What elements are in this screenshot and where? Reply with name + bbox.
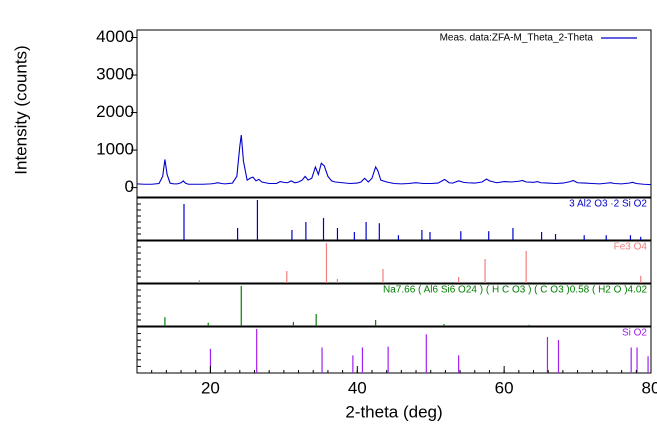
y-axis-label: Intensity (counts) <box>11 45 30 174</box>
panel-frame <box>136 240 652 284</box>
y-tick-label: 3000 <box>96 65 134 84</box>
data-line <box>136 135 652 186</box>
panel-frame <box>136 283 652 327</box>
phase-label: Fe3 O4 <box>614 242 648 253</box>
x-tick-label: 80 <box>642 378 657 397</box>
x-tick-label: 60 <box>495 378 514 397</box>
panel-frame <box>136 326 652 374</box>
panel-frame <box>136 197 652 241</box>
y-tick-label: 2000 <box>96 102 134 121</box>
legend-label: Meas. data:ZFA-M_Theta_2-Theta <box>440 33 594 44</box>
x-axis-label: 2-theta (deg) <box>345 402 442 421</box>
x-tick-label: 40 <box>348 378 367 397</box>
panel-frame <box>136 29 652 198</box>
phase-label: 3 Al2 O3 ·2 Si O2 <box>569 199 647 210</box>
x-tick-label: 20 <box>201 378 220 397</box>
phase-label: Si O2 <box>622 328 647 339</box>
phase-label: Na7.66 ( Al6 Si6 O24 ) ( H C O3 ) ( C O3… <box>383 285 647 296</box>
y-tick-label: 4000 <box>96 27 134 46</box>
y-tick-label: 0 <box>125 177 134 196</box>
y-tick-label: 1000 <box>96 140 134 159</box>
